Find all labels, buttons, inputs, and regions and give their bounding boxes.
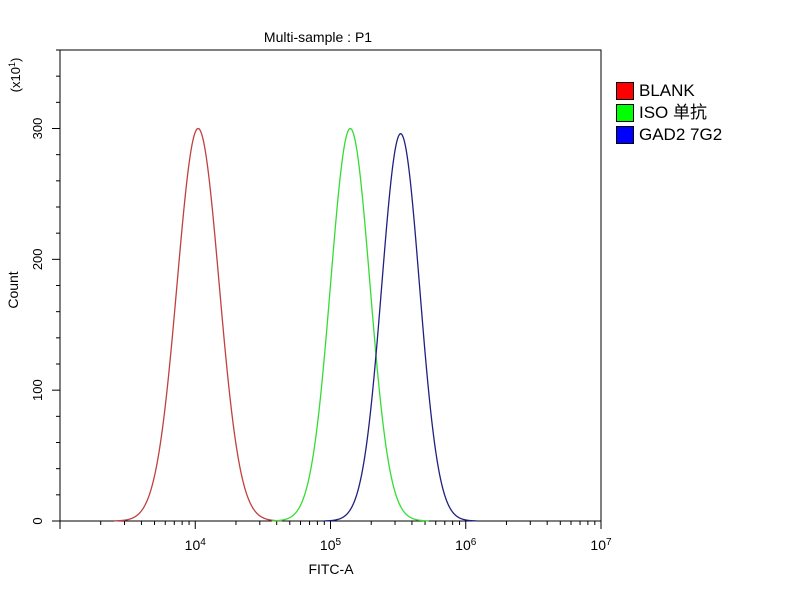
legend-label: ISO 单抗 [639,103,708,122]
y-tick-label: 200 [30,248,45,270]
histogram-series-line-1 [271,127,429,522]
chart-title: Multi-sample : P1 [264,29,372,45]
legend-swatch [616,82,634,100]
histogram-series-line-0 [114,127,282,522]
histogram-curves [114,127,477,522]
x-tick-label: 105 [320,537,342,554]
y-axis: 0 100 200 300 [30,49,60,525]
x-axis-label: FITC-A [308,561,354,577]
y-axis-multiplier: (x101) [7,58,23,93]
legend-item-blank: BLANK [616,80,722,102]
legend: BLANK ISO 单抗 GAD2 7G2 [616,80,722,146]
y-tick-label: 0 [30,517,45,524]
legend-swatch [616,126,634,144]
legend-swatch [616,104,634,122]
x-axis: 104 105 106 107 [59,521,612,554]
x-tick-label: 107 [590,537,612,554]
legend-item-iso: ISO 单抗 [616,102,722,124]
legend-label: GAD2 7G2 [639,125,723,144]
y-axis-label: Count [5,271,21,308]
y-tick-label: 300 [30,118,45,140]
histogram-series-line-2 [324,133,477,522]
x-tick-label: 106 [455,537,477,554]
legend-label: BLANK [639,81,695,100]
y-tick-label: 100 [30,379,45,401]
x-tick-label: 104 [185,537,207,554]
legend-item-gad2: GAD2 7G2 [616,124,722,146]
